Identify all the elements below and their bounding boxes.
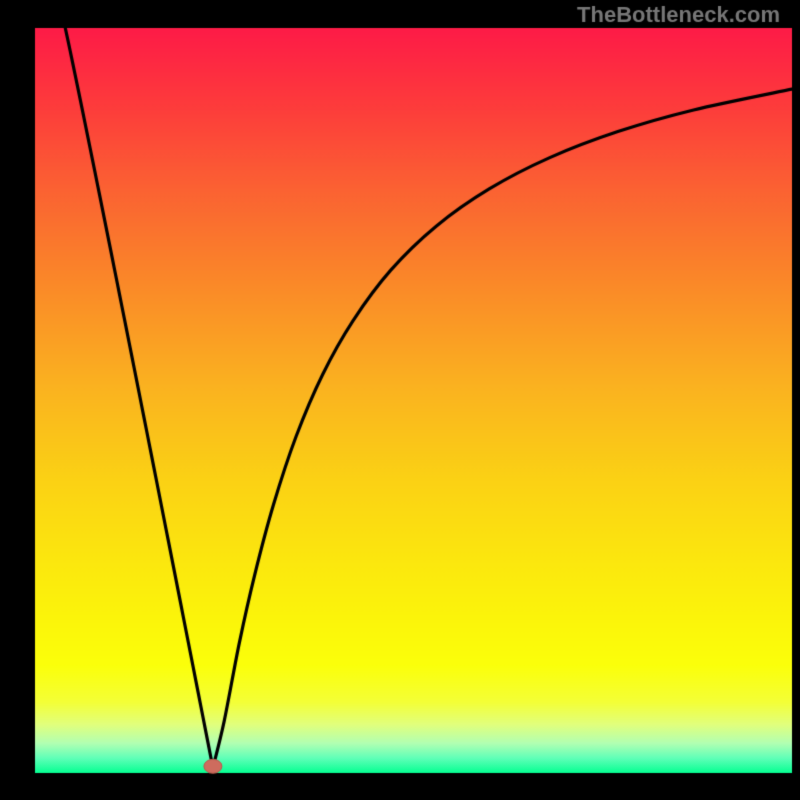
- bottleneck-chart: [0, 0, 800, 800]
